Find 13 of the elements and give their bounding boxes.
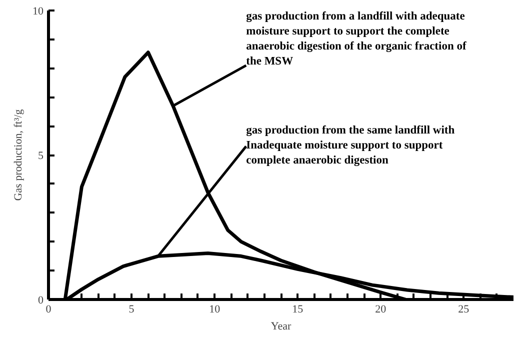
x-axis-title: Year bbox=[270, 320, 292, 332]
x-tick-label: 5 bbox=[128, 304, 135, 316]
x-tick-label: 15 bbox=[292, 304, 304, 316]
x-tick-label: 25 bbox=[458, 304, 470, 316]
y-axis-title: Gas production, ft³/g bbox=[12, 108, 24, 201]
x-tick-label: 10 bbox=[209, 304, 221, 316]
annotation: gas production from the same landfill with Inadequate moisture support to support complete anaerobic digestion bbox=[246, 124, 456, 167]
annotation: gas production from a landfill with adequate moisture support to support the complete anaerobic digestion of the organic fraction of the MSW bbox=[246, 10, 466, 68]
x-tick-label: 0 bbox=[46, 304, 52, 316]
y-tick-label: 0 bbox=[38, 294, 44, 306]
y-tick-label: 5 bbox=[38, 150, 44, 162]
y-tick-label: 10 bbox=[32, 6, 44, 18]
x-tick-label: 20 bbox=[375, 304, 387, 316]
